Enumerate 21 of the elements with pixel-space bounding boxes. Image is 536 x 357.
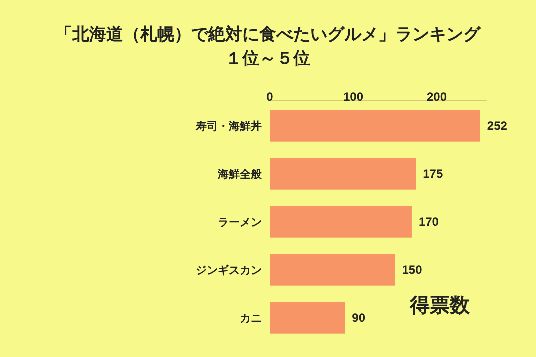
bar [270,254,396,286]
data-label: 150 [402,263,423,277]
y-tick-label: ジンギスカン [196,264,262,277]
data-label: 170 [418,215,440,229]
x-tick-label: 0 [266,90,274,104]
y-tick-label: 海鮮全般 [217,168,263,181]
data-label: 175 [423,167,444,181]
chart-subtitle: １位～５位 [226,49,310,68]
bar [270,206,412,238]
bar [270,158,416,190]
y-tick-label: 寿司・海鮮丼 [195,120,262,133]
data-label: 252 [487,119,508,133]
bar [270,302,346,334]
x-axis-title: 得票数 [409,295,471,317]
y-tick-label: ラーメン [218,217,262,229]
y-tick-label: カニ [240,313,262,325]
bar [270,110,480,142]
x-tick-label: 100 [343,90,364,104]
x-tick-label: 200 [426,90,448,104]
chart-title: 「北海道（札幌）で絶対に食べたいグルメ」ランキング [56,25,482,44]
data-label: 90 [352,311,366,325]
